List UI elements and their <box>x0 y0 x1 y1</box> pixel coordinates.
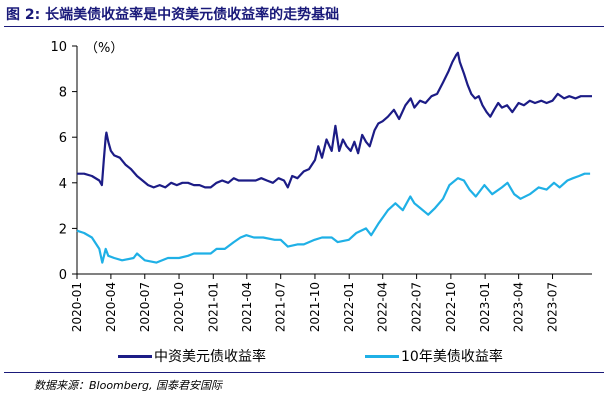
x-tick-label: 2022-01 <box>342 282 356 332</box>
y-tick-label: 2 <box>59 222 67 237</box>
y-tick-label: 6 <box>59 131 67 146</box>
figure-title: 图 2: 长端美债收益率是中资美元债收益率的走势基础 <box>6 7 340 23</box>
chart-series <box>76 51 592 264</box>
legend-swatch-cn-usd-bond <box>118 354 152 358</box>
x-tick-label: 2022-04 <box>376 282 390 332</box>
legend-item-cn-usd-bond: 中资美元债收益率 <box>118 346 266 366</box>
x-tick-label: 2023-04 <box>512 282 526 332</box>
source-rule <box>4 372 604 373</box>
x-tick-label: 2021-10 <box>308 282 322 332</box>
x-tick-label: 2020-10 <box>172 282 186 332</box>
x-tick-label: 2021-07 <box>274 282 288 332</box>
y-tick-label: 10 <box>50 40 67 55</box>
series-line-cn-usd-bond <box>77 51 592 189</box>
y-tick-label: 8 <box>59 86 67 101</box>
x-tick-label: 2022-10 <box>444 282 458 332</box>
chart-axes: 0 2 4 6 8 10 2020-01 2020-04 2020-07 2020-10 2021-… <box>50 40 592 332</box>
chart-legend: 中资美元债收益率 10年美债收益率 <box>0 346 609 366</box>
x-tick-label: 2020-01 <box>70 282 84 332</box>
x-tick-label: 2021-01 <box>206 282 220 332</box>
x-tick-label: 2023-01 <box>478 282 492 332</box>
x-tick-label: 2023-07 <box>546 282 560 332</box>
x-tick-label: 2020-04 <box>104 282 118 332</box>
legend-label-cn-usd-bond: 中资美元债收益率 <box>154 349 266 365</box>
source-note: 数据来源：Bloomberg, 国泰君安国际 <box>34 379 223 392</box>
legend-swatch-ust-10y <box>365 354 399 358</box>
title-rule <box>4 26 604 27</box>
x-tick-label: 2020-07 <box>138 282 152 332</box>
x-tick-label: 2021-04 <box>240 282 254 332</box>
y-unit-label: （%） <box>85 41 123 56</box>
y-tick-label: 0 <box>59 268 67 283</box>
series-line-ust-10y <box>76 172 591 264</box>
yield-line-chart: 0 2 4 6 8 10 2020-01 2020-04 2020-07 2020-10 2021-… <box>50 40 592 332</box>
x-tick-label: 2022-07 <box>410 282 424 332</box>
legend-item-ust-10y: 10年美债收益率 <box>365 346 503 366</box>
legend-label-ust-10y: 10年美债收益率 <box>401 349 503 365</box>
y-tick-label: 4 <box>59 177 67 192</box>
